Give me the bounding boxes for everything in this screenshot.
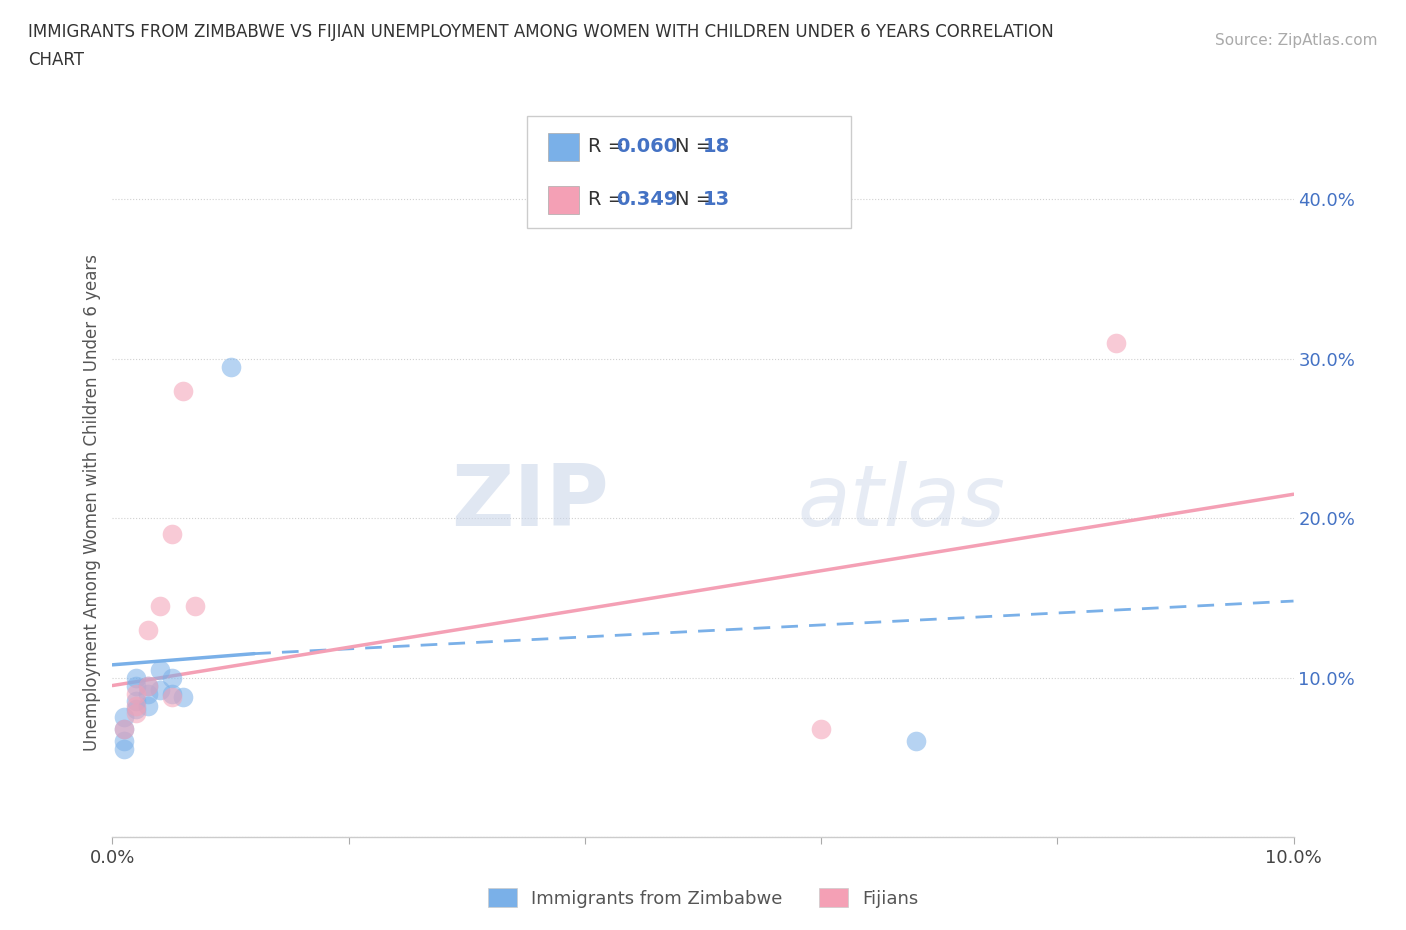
Point	[125, 678, 148, 693]
Legend: Immigrants from Zimbabwe, Fijians: Immigrants from Zimbabwe, Fijians	[481, 882, 925, 915]
Point	[125, 698, 148, 713]
Text: atlas: atlas	[797, 460, 1005, 544]
Text: ZIP: ZIP	[451, 460, 609, 544]
Point	[136, 698, 159, 713]
Point	[112, 721, 135, 736]
Point	[160, 689, 183, 704]
Point	[160, 686, 183, 701]
Point	[125, 694, 148, 709]
Point	[125, 671, 148, 685]
Point	[172, 689, 194, 704]
Point	[160, 526, 183, 541]
Point	[112, 734, 135, 749]
Point	[125, 705, 148, 720]
Text: 0.349: 0.349	[616, 191, 678, 209]
Point	[125, 686, 148, 701]
Point	[136, 678, 159, 693]
Y-axis label: Unemployment Among Women with Children Under 6 years: Unemployment Among Women with Children U…	[83, 254, 101, 751]
Point	[112, 742, 135, 757]
Point	[112, 710, 135, 724]
Point	[149, 683, 172, 698]
Text: 13: 13	[703, 191, 730, 209]
Point	[125, 702, 148, 717]
Point	[1105, 336, 1128, 351]
Text: R =: R =	[588, 138, 630, 156]
Text: IMMIGRANTS FROM ZIMBABWE VS FIJIAN UNEMPLOYMENT AMONG WOMEN WITH CHILDREN UNDER : IMMIGRANTS FROM ZIMBABWE VS FIJIAN UNEMP…	[28, 23, 1054, 41]
Point	[136, 686, 159, 701]
Point	[112, 721, 135, 736]
Text: 18: 18	[703, 138, 730, 156]
Text: N =: N =	[675, 138, 718, 156]
Point	[172, 383, 194, 398]
Point	[810, 721, 832, 736]
Text: CHART: CHART	[28, 51, 84, 69]
Point	[904, 734, 927, 749]
Point	[160, 671, 183, 685]
Point	[149, 598, 172, 613]
Point	[184, 598, 207, 613]
Point	[136, 678, 159, 693]
Text: N =: N =	[675, 191, 718, 209]
Text: R =: R =	[588, 191, 630, 209]
Point	[149, 662, 172, 677]
Point	[219, 359, 242, 374]
Text: 0.060: 0.060	[616, 138, 676, 156]
Text: Source: ZipAtlas.com: Source: ZipAtlas.com	[1215, 33, 1378, 47]
Point	[136, 622, 159, 637]
